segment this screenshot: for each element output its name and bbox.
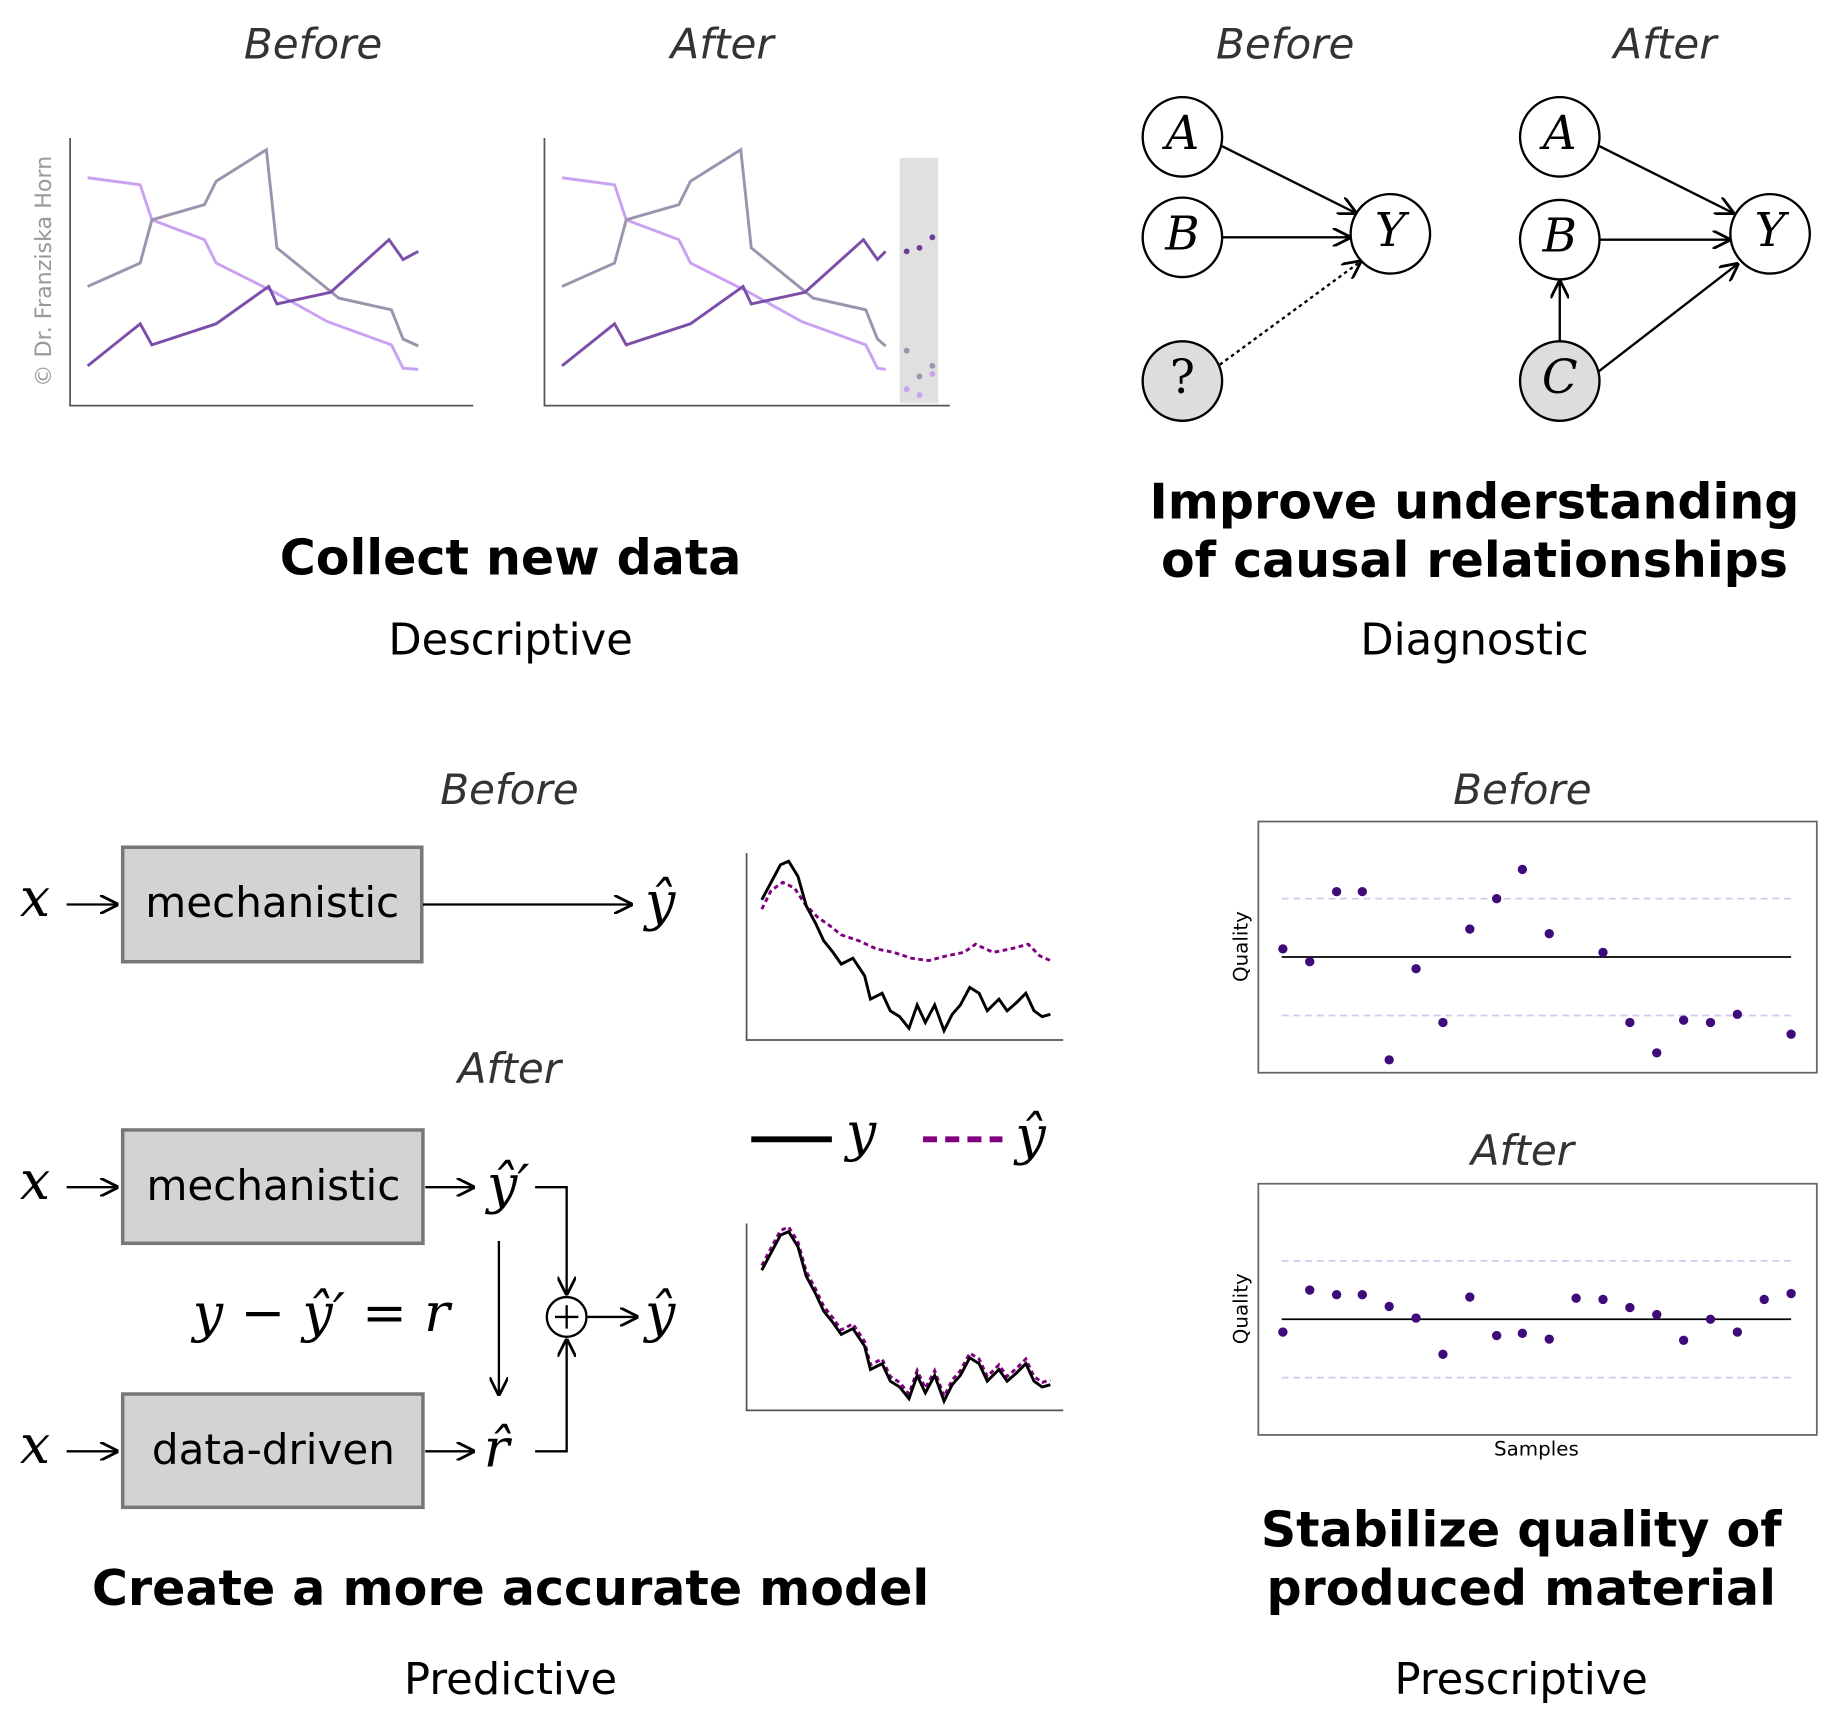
panel-title: Stabilize quality of [1261, 1501, 1782, 1559]
math-mech-output: ŷ′ [485, 1152, 530, 1215]
math-output: ŷ [643, 870, 676, 933]
y-axis-label: Quality [1229, 911, 1252, 982]
label-before: Before [1216, 19, 1354, 68]
copyright: © Dr. Franziska Horn [31, 156, 57, 387]
node-label: Y [1755, 204, 1790, 258]
node-label: ? [1170, 351, 1195, 405]
node-label: B [1542, 210, 1577, 264]
panel-title: Improve understanding [1150, 472, 1800, 530]
panel-subtitle: Diagnostic [1360, 615, 1588, 665]
node-label: Y [1375, 204, 1410, 258]
math-input: x [20, 1413, 50, 1476]
label-before: Before [244, 19, 382, 68]
panel-title: Create a more accurate model [92, 1559, 929, 1617]
label-before: Before [1453, 765, 1591, 814]
panel-title: produced material [1266, 1559, 1776, 1617]
model-diagram [66, 845, 637, 1510]
line-chart-before [69, 138, 474, 407]
label-after: After [1610, 19, 1719, 68]
panel-subtitle: Prescriptive [1395, 1655, 1648, 1705]
node-label: A [1539, 107, 1577, 161]
node-label: A [1162, 107, 1200, 161]
x-axis-label: Samples [1494, 1438, 1579, 1461]
label-before: Before [440, 765, 578, 814]
node-label: C [1542, 351, 1578, 405]
math-residual-eq: y − ŷ′ = r [191, 1281, 453, 1344]
panel-subtitle: Predictive [404, 1655, 617, 1705]
legend-label: ŷ [1013, 1103, 1046, 1166]
math-output: ŷ [643, 1281, 676, 1344]
label-after: After [667, 19, 776, 68]
panel-subtitle: Descriptive [388, 615, 632, 665]
legend-label: y [844, 1100, 877, 1163]
box-label: data-driven [152, 1425, 395, 1474]
line-chart-after [543, 138, 950, 407]
math-residual-hat: r̂ [484, 1416, 513, 1479]
math-input: x [20, 866, 50, 929]
control-chart-after [1257, 1182, 1818, 1436]
causal-graph-before: A B ? Y [1141, 95, 1432, 422]
prediction-chart-before [745, 853, 1064, 1041]
panel-title: of causal relationships [1161, 531, 1788, 589]
box-label: mechanistic [146, 1161, 400, 1210]
prediction-chart-after [745, 1223, 1064, 1412]
node-label: B [1164, 207, 1199, 261]
label-after: After [455, 1044, 564, 1093]
causal-graph-after: A B C Y [1518, 95, 1811, 422]
control-chart-before [1257, 820, 1818, 1074]
math-input: x [20, 1149, 50, 1212]
label-after: After [1468, 1126, 1577, 1175]
legend: y ŷ [751, 1100, 1046, 1166]
box-label: mechanistic [145, 878, 399, 927]
panel-title: Collect new data [280, 528, 742, 586]
y-axis-label: Quality [1229, 1273, 1252, 1344]
